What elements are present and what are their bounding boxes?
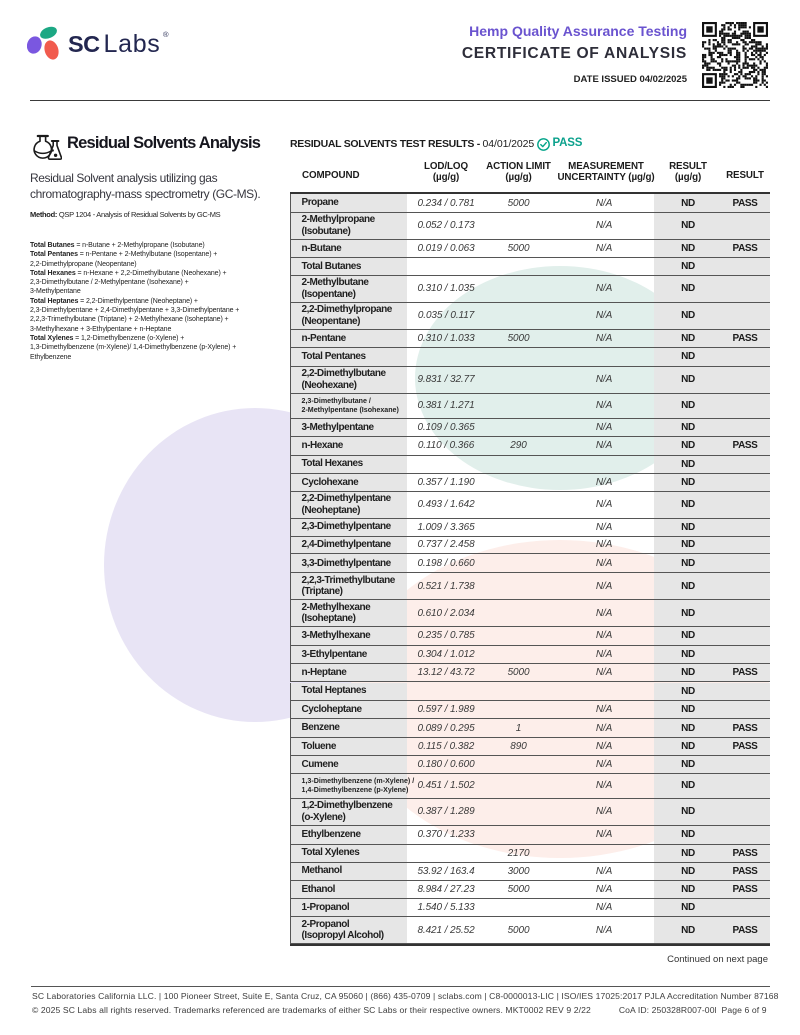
svg-text:Labs: Labs (104, 30, 161, 58)
svg-text:®: ® (163, 30, 169, 39)
svg-text:SC: SC (68, 31, 100, 57)
